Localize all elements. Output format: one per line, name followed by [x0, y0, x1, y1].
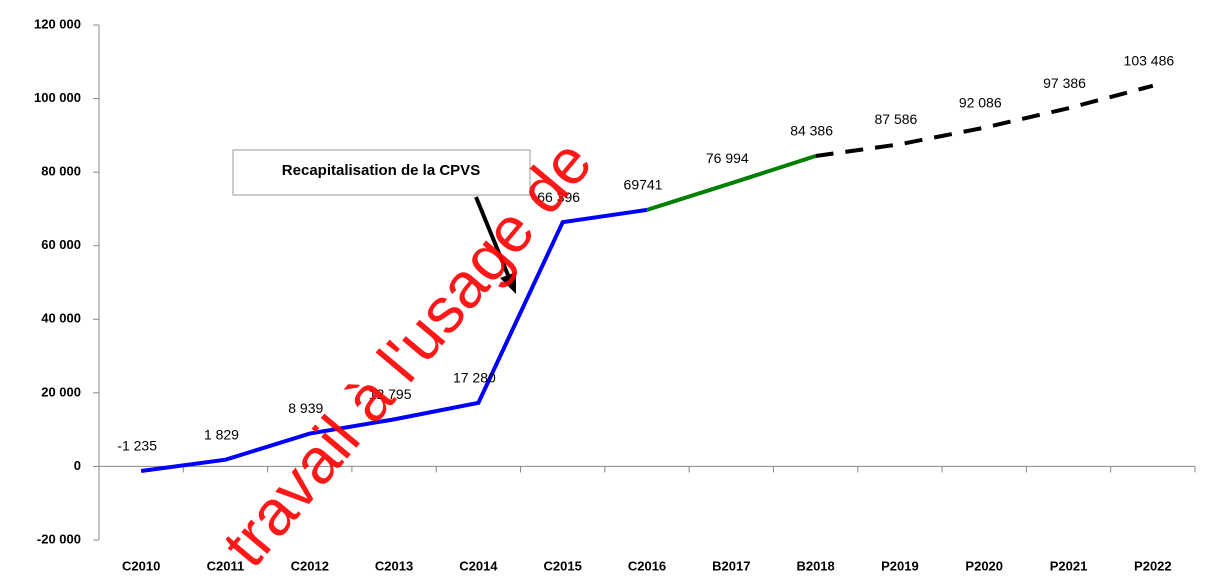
y-tick-label: 40 000 — [41, 311, 81, 326]
series-line — [815, 83, 1154, 158]
data-label: 87 586 — [875, 111, 918, 127]
x-tick-label: C2013 — [375, 558, 413, 573]
data-label: 69741 — [624, 177, 663, 193]
data-label: 17 280 — [453, 370, 496, 386]
data-label: 1 829 — [204, 426, 239, 442]
y-tick-label: 60 000 — [41, 237, 81, 252]
annotation-box — [232, 149, 531, 196]
annotation: Recapitalisation de la CPVS — [282, 162, 480, 179]
y-tick-label: 120 000 — [34, 16, 81, 31]
data-label: 76 994 — [706, 150, 749, 166]
x-tick-label: C2015 — [544, 558, 582, 573]
y-tick-label: 80 000 — [41, 164, 81, 179]
data-label: 92 086 — [959, 94, 1002, 110]
x-tick-label: C2012 — [291, 558, 329, 573]
data-label: 8 939 — [288, 400, 323, 416]
x-tick-label: C2014 — [459, 558, 498, 573]
data-label: 103 486 — [1124, 52, 1175, 68]
data-label: 66 396 — [537, 189, 580, 205]
x-tick-label: B2018 — [796, 558, 834, 573]
annotation-arrow — [474, 196, 512, 281]
y-tick-label: 100 000 — [34, 90, 81, 105]
y-tick-label: -20 000 — [37, 531, 81, 546]
x-tick-label: P2019 — [881, 558, 919, 573]
x-tick-label: P2020 — [965, 558, 1003, 573]
series-line — [646, 154, 817, 212]
x-tick-label: C2016 — [628, 558, 666, 573]
x-tick-label: C2011 — [207, 558, 245, 573]
y-tick-label: 0 — [74, 458, 81, 473]
y-tick-label: 20 000 — [41, 384, 81, 399]
data-label: 12 795 — [369, 386, 412, 402]
data-label: 84 386 — [790, 123, 833, 139]
x-tick-label: P2022 — [1134, 558, 1172, 573]
arrow-head — [500, 272, 516, 294]
x-tick-label: B2017 — [712, 558, 750, 573]
series-line — [140, 207, 648, 473]
data-label: 97 386 — [1043, 75, 1086, 91]
x-tick-label: P2021 — [1050, 558, 1088, 573]
x-tick-label: C2010 — [122, 558, 160, 573]
data-label: -1 235 — [117, 438, 157, 454]
